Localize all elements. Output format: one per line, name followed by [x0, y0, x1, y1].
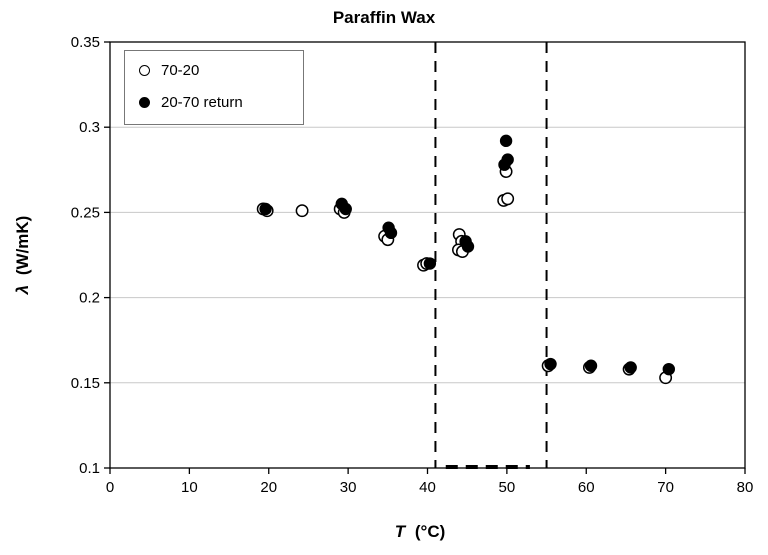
legend-label: 20-70 return [161, 94, 243, 111]
y-axis-label: λ (W/mK) [13, 216, 32, 296]
data-point [384, 226, 398, 240]
svg-text:60: 60 [578, 479, 595, 496]
svg-text:50: 50 [499, 479, 516, 496]
x-axis-ticks: 0 10 20 30 40 50 60 70 80 [106, 468, 754, 496]
data-point [501, 192, 515, 206]
svg-text:30: 30 [340, 479, 357, 496]
series-open-circle [256, 165, 673, 385]
svg-text:80: 80 [737, 479, 754, 496]
svg-text:0.25: 0.25 [71, 204, 100, 221]
svg-text:0.2: 0.2 [79, 290, 100, 307]
gridlines [110, 126, 745, 384]
svg-text:0.35: 0.35 [71, 34, 100, 51]
dashed-reference-lines [434, 42, 548, 469]
x-axis-symbol: T [395, 522, 407, 541]
legend-item-20-70-return: 20-70 return [139, 94, 291, 111]
svg-text:20: 20 [260, 479, 277, 496]
data-point [584, 359, 598, 372]
data-point [461, 240, 475, 253]
y-axis-ticks: 0.1 0.15 0.2 0.25 0.3 0.35 [71, 34, 110, 477]
y-axis-unit: (W/mK) [13, 216, 32, 275]
legend-label: 70-20 [161, 62, 200, 79]
data-point [423, 257, 437, 270]
chart-title: Paraffin Wax [332, 8, 436, 27]
data-point [662, 362, 675, 376]
svg-text:40: 40 [419, 479, 436, 496]
open-circle-marker-icon [139, 65, 150, 76]
svg-text:0: 0 [106, 479, 114, 496]
legend-item-70-20: 70-20 [139, 62, 291, 79]
data-point [499, 134, 513, 148]
x-axis-unit: (°C) [415, 522, 445, 541]
svg-text:0.1: 0.1 [79, 460, 100, 477]
series-filled-circle [259, 134, 675, 376]
legend: 70-20 20-70 return [124, 50, 304, 125]
data-point [624, 361, 637, 374]
data-point [259, 202, 272, 216]
y-axis-symbol: λ [13, 285, 32, 295]
svg-text:0.15: 0.15 [71, 375, 100, 392]
x-axis-label: T (°C) [395, 522, 446, 541]
svg-text:70: 70 [657, 479, 674, 496]
data-point [501, 153, 514, 166]
data-point [544, 357, 557, 371]
data-point [339, 202, 352, 216]
svg-text:10: 10 [181, 479, 198, 496]
data-point [295, 204, 309, 218]
filled-circle-marker-icon [139, 97, 150, 108]
svg-text:0.3: 0.3 [79, 119, 100, 136]
